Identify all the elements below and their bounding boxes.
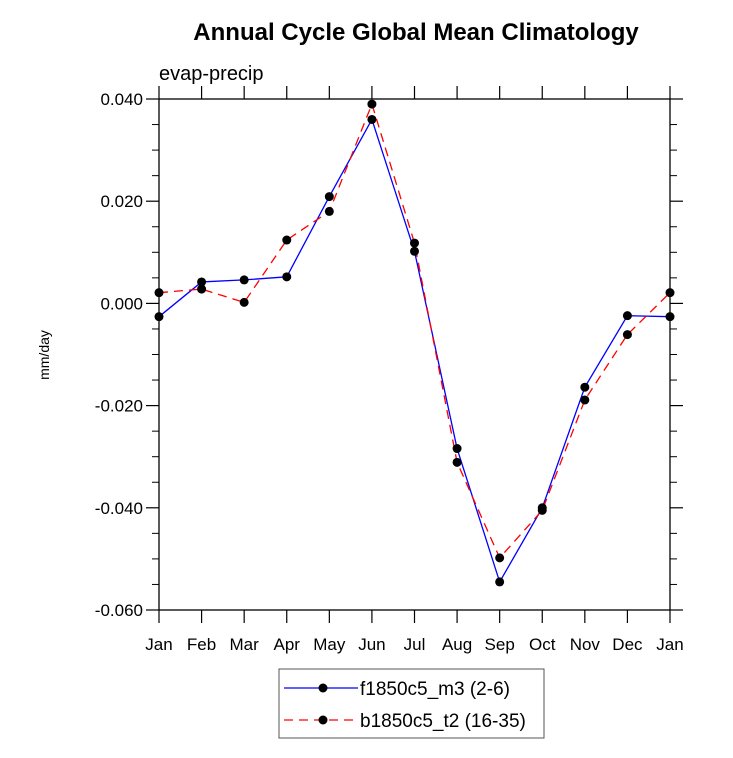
- y-tick-label: -0.020: [95, 397, 143, 416]
- x-tick-label: Aug: [442, 635, 472, 654]
- data-point-0-7: [452, 444, 462, 454]
- data-point-0-0: [154, 312, 164, 322]
- legend-marker-1: [318, 715, 328, 725]
- data-point-1-5: [367, 99, 377, 109]
- data-point-0-8: [495, 577, 505, 587]
- data-point-0-10: [580, 382, 590, 392]
- series-line-0: [158, 117, 671, 584]
- chart-subtitle: evap-precip: [159, 63, 264, 85]
- data-point-0-3: [282, 272, 292, 282]
- x-tick-label: Apr: [274, 635, 301, 654]
- x-tick-label: Jul: [404, 635, 426, 654]
- data-point-0-4: [324, 192, 334, 202]
- series-layer: [154, 99, 675, 587]
- y-tick-label: -0.060: [95, 601, 143, 620]
- data-point-0-5: [367, 114, 377, 124]
- series-line-1: [158, 102, 671, 560]
- legend-box: [278, 668, 545, 739]
- x-tick-label: Sep: [485, 635, 515, 654]
- axes: Jan Feb Mar Apr May Jun Jul Aug Sep Oct Nov Dec Jan 0…: [95, 86, 684, 654]
- y-tick-label: 0.040: [100, 90, 143, 109]
- data-point-0-12: [665, 312, 675, 322]
- x-tick-label: Nov: [570, 635, 601, 654]
- data-point-0-1: [197, 277, 207, 287]
- data-point-1-12: [665, 288, 675, 298]
- data-point-1-8: [495, 553, 505, 563]
- data-point-1-9: [537, 505, 547, 515]
- data-point-1-11: [622, 330, 632, 340]
- x-tick-label: Oct: [529, 635, 556, 654]
- data-point-0-6: [410, 246, 419, 256]
- x-tick-label: May: [313, 635, 346, 654]
- data-point-1-10: [580, 395, 590, 405]
- x-tick-label: Mar: [230, 635, 260, 654]
- data-point-0-11: [622, 311, 632, 321]
- x-tick-label: Jun: [358, 635, 385, 654]
- data-point-1-7: [452, 457, 462, 467]
- legend: f1850c5_m3 (2-6) b1850c5_t2 (16-35): [278, 668, 545, 739]
- chart-title: Annual Cycle Global Mean Climatology: [193, 19, 639, 46]
- data-point-0-2: [239, 275, 249, 285]
- y-axis-label: mm/day: [36, 330, 52, 380]
- data-point-1-2: [239, 297, 249, 307]
- y-tick-label: -0.040: [95, 499, 143, 518]
- x-tick-label: Feb: [187, 635, 216, 654]
- y-tick-label: 0.000: [100, 294, 143, 313]
- data-point-1-3: [282, 235, 292, 245]
- legend-label-1: b1850c5_t2 (16-35): [360, 711, 526, 732]
- legend-marker-0: [318, 683, 328, 693]
- x-tick-label: Jan: [145, 635, 172, 654]
- data-point-1-4: [324, 206, 334, 216]
- y-tick-label: 0.020: [100, 192, 143, 211]
- x-tick-label: Dec: [612, 635, 643, 654]
- x-tick-label: Jan: [656, 635, 683, 654]
- data-point-1-0: [154, 288, 164, 298]
- legend-label-0: f1850c5_m3 (2-6): [360, 679, 510, 700]
- data-point-1-6: [410, 238, 419, 248]
- plot-frame: [158, 98, 671, 611]
- data-point-1-1: [197, 284, 207, 294]
